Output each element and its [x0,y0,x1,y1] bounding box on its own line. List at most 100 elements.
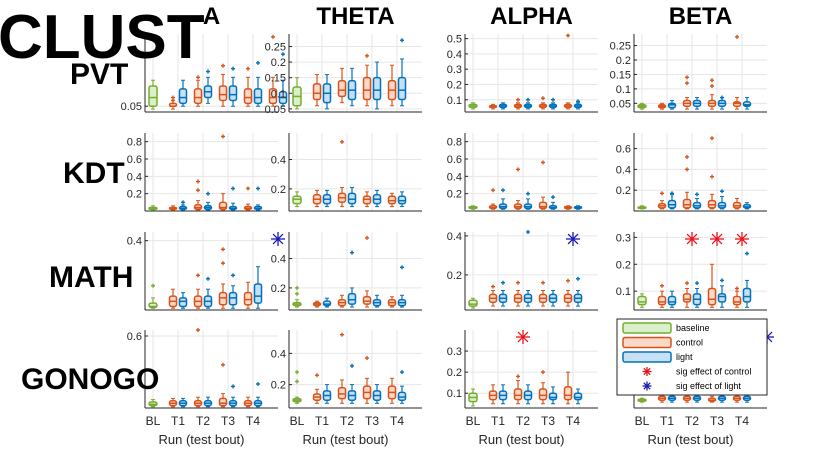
box-control-T4 [387,192,397,208]
cluster-title: CLUST [0,3,205,72]
plot-area [465,133,598,211]
box-iqr [397,76,407,101]
box-iqr [742,287,752,303]
box-control-T1 [168,95,178,110]
box-iqr [228,291,238,306]
box-control-T3 [538,280,548,307]
box-light-T2 [347,186,357,208]
box-baseline [292,191,302,208]
outlier-marker [685,81,689,86]
box-light-undefined [278,52,288,107]
legend-star [642,367,652,376]
box-iqr [717,293,727,303]
box-control-T1 [488,188,498,210]
outlier-marker [551,97,555,102]
y-tick-label: 0.2 [447,79,462,91]
outlier-marker [221,134,225,139]
box-control-undefined [268,34,278,107]
box-iqr [337,386,347,400]
box-light-T1 [322,74,332,110]
outlier-marker [246,66,250,71]
x-tick-label: T4 [246,414,260,428]
box-control-T1 [312,189,322,208]
panel-math-theta: 0.2 0.4 [271,232,422,311]
box-control-T3 [538,370,548,405]
box-iqr [372,76,382,101]
y-tick-label: 0.1 [271,88,286,100]
outlier-marker [151,283,155,288]
outlier-marker [340,139,344,144]
box-iqr [268,88,278,105]
outlier-marker [541,96,545,101]
box-light-T4 [253,60,263,107]
box-iqr [218,291,228,306]
box-light-T4 [742,393,752,403]
panel-pvt-beta: 0.05 0.1 0.15 0.2 0.25 [610,34,767,113]
box-iqr [228,85,238,102]
box-light-T1 [667,290,677,308]
box-iqr [468,299,478,307]
outlier-marker [720,189,724,194]
box-control-T4 [243,66,253,107]
box-light-T3 [548,290,558,307]
sig-control-star [735,232,749,246]
outlier-marker [720,95,724,100]
column-title-beta: BETA [669,3,733,30]
row-label-pvt: PVT [70,58,128,91]
box-light-T3 [228,186,238,211]
outlier-marker [221,362,225,367]
panel-gonogo-alpha: 0.1 0.2 0.3 [447,330,598,409]
x-axis-title: Run (test bout) [159,432,245,447]
box-control-T1 [168,205,178,211]
x-tick-label: T2 [685,414,699,428]
y-tick-label: 0.25 [610,41,631,53]
outlier-marker [710,78,714,83]
outlier-marker [221,63,225,68]
y-tick-label: 0.6 [127,331,142,343]
box-control-T3 [707,395,717,403]
legend-star [642,381,652,391]
box-control-T2 [513,167,523,210]
outlier-marker [695,281,699,286]
box-control-T2 [337,294,347,308]
box-baseline [637,293,647,308]
box-control-T2 [337,139,347,208]
y-tick-label: 0.8 [447,137,462,149]
box-control-T2 [193,75,203,107]
box-iqr [707,287,717,306]
panel-math-a: 0.4 [127,232,285,311]
box-light-T4 [573,205,583,210]
x-tick-label: T1 [660,414,674,428]
x-tick-label: T4 [735,414,749,428]
box-iqr [397,391,407,401]
box-light-T2 [347,67,357,107]
panel-pvt-theta: 0.05 0.1 0.15 0.2 0.25 [265,34,422,116]
box-iqr [732,295,742,306]
legend: baseline control light sig effect of contro… [616,318,768,396]
box-control-T3 [362,53,372,107]
outlier-marker [566,278,570,283]
box-control-T3 [538,160,548,210]
outlier-marker [541,280,545,285]
x-axis-title: Run (test bout) [303,432,389,447]
box-baseline [148,283,158,309]
x-axis-title: Run (test bout) [648,432,734,447]
box-baseline [468,102,478,110]
box-light-T2 [203,69,213,104]
sig-control-star [710,232,724,246]
panel-kdt-alpha: 0.2 0.4 0.6 0.8 [447,133,598,212]
outlier-marker [256,60,260,65]
box-light-T2 [692,281,702,308]
box-control-T3 [362,191,372,208]
box-light-T4 [397,38,407,107]
y-tick-label: 0.1 [447,95,462,107]
box-baseline [148,205,158,211]
box-light-T4 [742,97,752,110]
box-baseline [148,79,158,110]
panel-math-alpha: 0.2 0.4 [447,230,598,311]
outlier-marker [516,97,520,102]
sig-light-star [566,232,580,246]
box-control-T1 [312,373,322,404]
outlier-marker [231,186,235,191]
box-control-T3 [218,247,228,309]
